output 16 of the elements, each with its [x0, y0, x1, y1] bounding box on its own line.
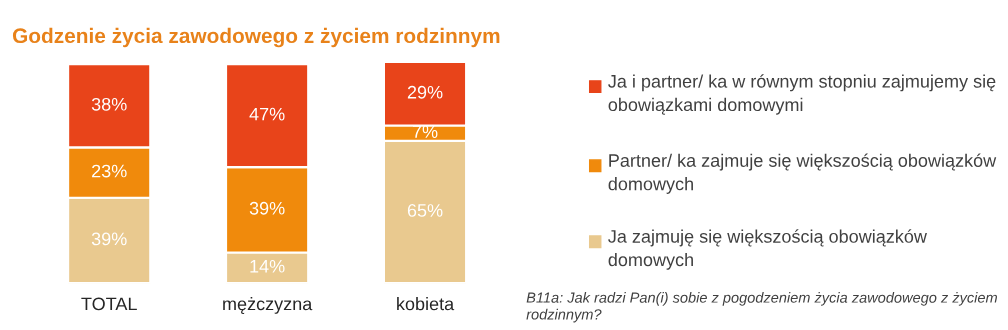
data-label: 29%: [407, 85, 443, 99]
data-label: 65%: [407, 204, 443, 217]
text: B11a: Jak radzi Pan(i) sobie z pogodzeniem życia zawodowego z życiem rodzinnym?: [526, 292, 997, 323]
data-label: 38%: [91, 97, 127, 111]
data-label: 39%: [91, 232, 127, 246]
x-tick-label: TOTAL: [81, 297, 137, 311]
x-tick-label: mężczyzna: [223, 297, 313, 314]
legend-label: Ja zajmuję się większością obowiązków domowych: [608, 229, 927, 270]
legend-label: Partner/ ka zajmuje się większością obowiązków domowych: [608, 153, 997, 194]
data-label: 47%: [249, 107, 285, 121]
data-label: 14%: [250, 259, 285, 273]
data-label: 23%: [92, 164, 127, 178]
chart-title: Godzenie życia zawodowego z życiem rodzinnym: [12, 27, 500, 48]
legend-label: Ja i partner/ ka w równym stopniu zajmujemy się obowiązkami domowymi: [608, 74, 996, 115]
x-tick-label: kobieta: [397, 297, 455, 311]
data-label: 39%: [249, 201, 285, 215]
